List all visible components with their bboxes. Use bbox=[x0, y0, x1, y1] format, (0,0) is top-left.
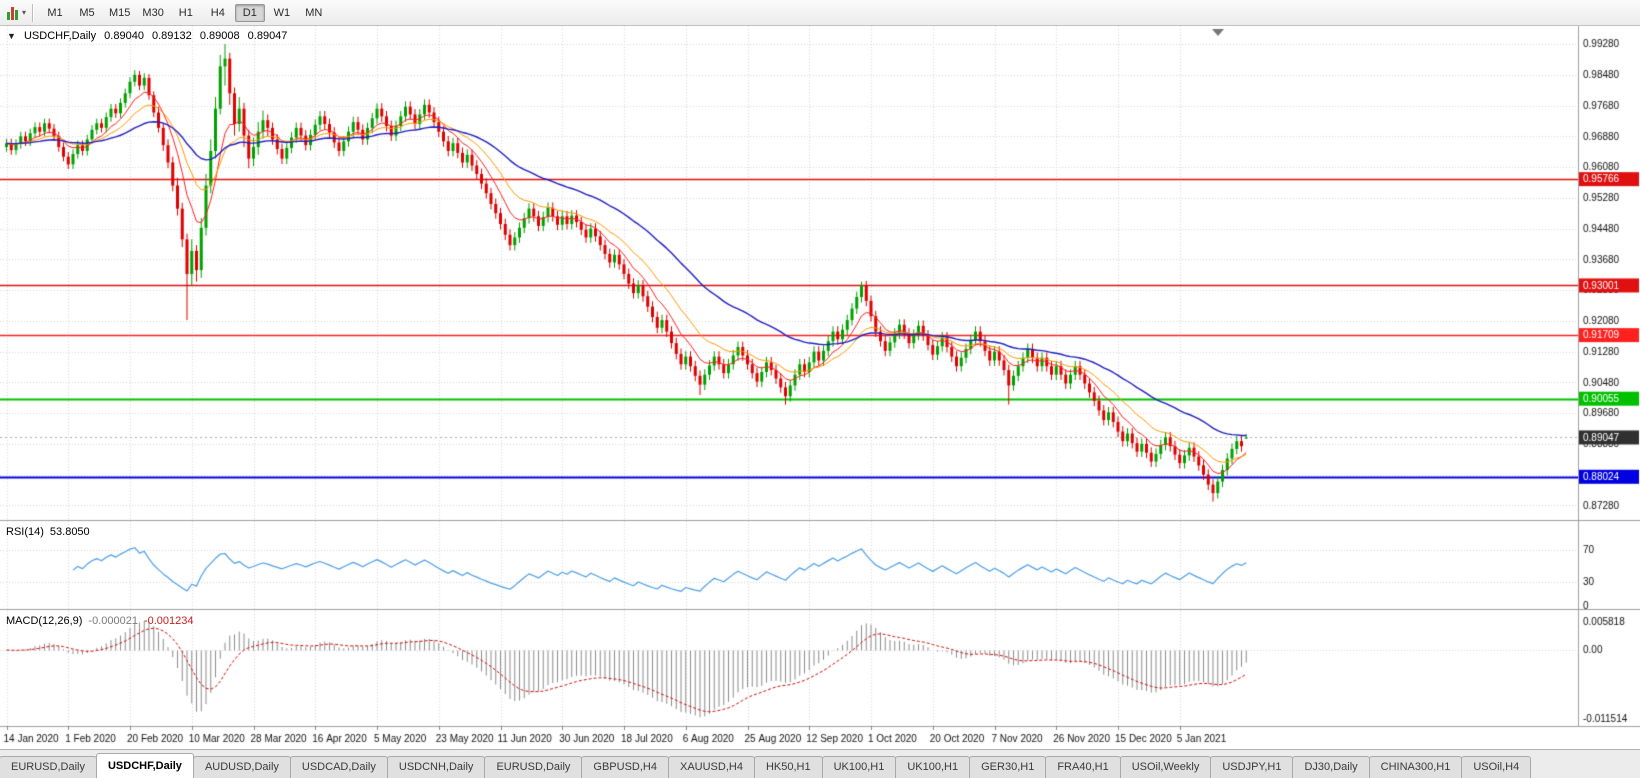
timeframe-button-m15[interactable]: M15 bbox=[109, 7, 131, 19]
chart-tabs-bar: EURUSD,Daily USDCHF,Daily AUDUSD,Daily USDC… bbox=[0, 749, 1640, 778]
toolbar-separator bbox=[32, 3, 34, 22]
macd-name: MACD(12,26,9) bbox=[6, 615, 83, 627]
chart-tab-usoil-h4[interactable]: USOil,H4 bbox=[1461, 756, 1532, 778]
chart-tab-dj30-daily[interactable]: DJ30,Daily bbox=[1292, 756, 1370, 778]
chart-tab-usdjpy-h1[interactable]: USDJPY,H1 bbox=[1210, 756, 1294, 778]
timeframe-button-h4[interactable]: H4 bbox=[210, 7, 225, 19]
timeframe-button-w1[interactable]: W1 bbox=[273, 7, 291, 19]
macd-signal-value: -0.001234 bbox=[143, 615, 194, 627]
ohlc-open-value: 0.89040 bbox=[104, 30, 144, 42]
chart-type-icon-bar bbox=[7, 11, 10, 20]
chart-tab-usdcad-daily[interactable]: USDCAD,Daily bbox=[289, 756, 388, 778]
timeframe-buttons-group: M1 M5 M15 M30 H1 H4 D1 W1 MN bbox=[39, 3, 330, 22]
chart-tab-usdchf-daily[interactable]: USDCHF,Daily bbox=[95, 753, 194, 778]
chart-tab-uk100-h1[interactable]: UK100,H1 bbox=[821, 756, 897, 778]
one-click-trading-arrow-icon[interactable]: ▼ bbox=[7, 31, 16, 41]
rsi-indicator-label: RSI(14) 53.8050 bbox=[6, 526, 90, 538]
chart-tab-ger30-h1[interactable]: GER30,H1 bbox=[969, 756, 1047, 778]
chart-type-icon-bar bbox=[15, 9, 18, 20]
timeframe-button-mn[interactable]: MN bbox=[305, 7, 323, 19]
chart-tab-fra40-h1[interactable]: FRA40,H1 bbox=[1045, 756, 1121, 778]
ohlc-close-value: 0.89047 bbox=[247, 30, 288, 42]
timeframe-toolbar: ▾ M1 M5 M15 M30 H1 H4 D1 W1 MN bbox=[0, 0, 1640, 26]
chart-tab-uk100-h1[interactable]: UK100,H1 bbox=[895, 756, 971, 778]
rsi-value: 53.8050 bbox=[49, 526, 90, 538]
chart-area: ▼ USDCHF,Daily 0.89040 0.89132 0.89008 0… bbox=[0, 26, 1640, 750]
ohlc-high-value: 0.89132 bbox=[152, 30, 192, 42]
timeframe-button-m1[interactable]: M1 bbox=[47, 7, 63, 19]
chart-tab-gbpusd-h4[interactable]: GBPUSD,H4 bbox=[581, 756, 669, 778]
chart-tab-audusd-daily[interactable]: AUDUSD,Daily bbox=[192, 756, 291, 778]
ohlc-low-value: 0.89008 bbox=[199, 30, 240, 42]
macd-indicator-label: MACD(12,26,9) -0.000021 -0.001234 bbox=[6, 615, 194, 627]
timeframe-button-d1[interactable]: D1 bbox=[234, 4, 265, 22]
chart-tab-eurusd-daily[interactable]: EURUSD,Daily bbox=[484, 756, 583, 778]
symbol-ohlc-readout: ▼ USDCHF,Daily 0.89040 0.89132 0.89008 0… bbox=[7, 30, 292, 42]
chart-tab-usoil-weekly[interactable]: USOil,Weekly bbox=[1119, 756, 1212, 778]
chevron-down-icon[interactable]: ▾ bbox=[22, 8, 27, 17]
chart-tab-usdcnh-daily[interactable]: USDCNH,Daily bbox=[386, 756, 486, 778]
symbol-label: USDCHF,Daily bbox=[23, 30, 97, 42]
chart-tab-hk50-h1[interactable]: HK50,H1 bbox=[753, 756, 823, 778]
timeframe-button-m30[interactable]: M30 bbox=[142, 7, 164, 19]
chart-type-icon-bar bbox=[11, 6, 14, 20]
chart-tab-china300-h1[interactable]: CHINA300,H1 bbox=[1368, 756, 1463, 778]
chart-tab-xauusd-h4[interactable]: XAUUSD,H4 bbox=[667, 756, 755, 778]
rsi-name: RSI(14) bbox=[6, 526, 44, 538]
chart-tab-eurusd-daily[interactable]: EURUSD,Daily bbox=[0, 756, 97, 778]
price-chart-canvas[interactable] bbox=[0, 26, 1640, 750]
macd-main-value: -0.000021 bbox=[88, 615, 138, 627]
timeframe-button-m5[interactable]: M5 bbox=[79, 7, 95, 19]
chart-type-icon[interactable] bbox=[7, 6, 18, 20]
timeframe-button-h1[interactable]: H1 bbox=[178, 7, 193, 19]
